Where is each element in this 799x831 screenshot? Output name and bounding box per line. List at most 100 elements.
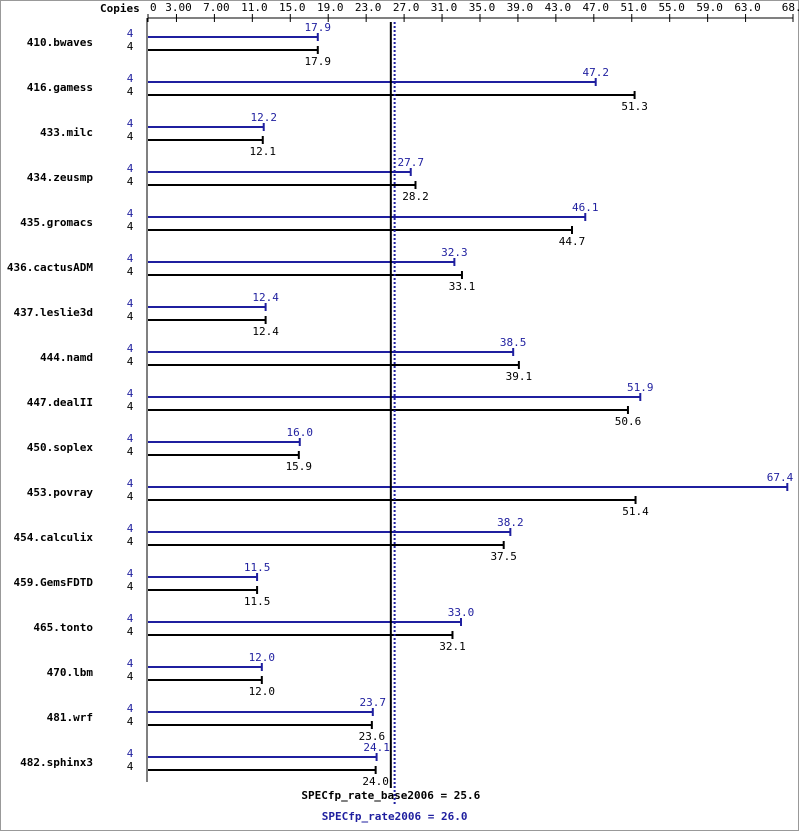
x-tick-label: 47.0	[583, 1, 610, 14]
value-label: 12.2	[250, 111, 277, 124]
copies-label: 4	[127, 40, 134, 53]
value-label: 24.1	[363, 741, 390, 754]
category-label: 410.bwaves	[27, 36, 93, 49]
x-tick-label: 0	[150, 1, 157, 14]
copies-label: 4	[127, 207, 134, 220]
copies-label: 4	[127, 355, 134, 368]
x-tick-label: 7.00	[203, 1, 230, 14]
x-tick-label: 31.0	[431, 1, 458, 14]
x-tick-label: 68.0	[782, 1, 799, 14]
value-label: 11.5	[244, 595, 271, 608]
value-label: 28.2	[402, 190, 429, 203]
x-tick-label: 27.0	[393, 1, 420, 14]
value-label: 37.5	[490, 550, 517, 563]
x-tick-label: 43.0	[545, 1, 572, 14]
value-label: 17.9	[305, 21, 332, 34]
x-tick-label: 11.0	[241, 1, 268, 14]
value-label: 12.4	[252, 325, 279, 338]
value-label: 33.0	[448, 606, 475, 619]
copies-label: 4	[127, 432, 134, 445]
category-label: 481.wrf	[47, 711, 93, 724]
value-label: 24.0	[362, 775, 389, 788]
category-label: 436.cactusADM	[7, 261, 93, 274]
value-label: 33.1	[449, 280, 476, 293]
category-label: 450.soplex	[27, 441, 94, 454]
category-label: 437.leslie3d	[14, 306, 93, 319]
category-label: 459.GemsFDTD	[14, 576, 94, 589]
copies-label: 4	[127, 702, 134, 715]
value-label: 38.2	[497, 516, 524, 529]
value-label: 51.3	[621, 100, 648, 113]
x-tick-label: 3.00	[165, 1, 192, 14]
copies-header: Copies	[100, 2, 140, 15]
copies-label: 4	[127, 625, 134, 638]
x-tick-label: 59.0	[696, 1, 723, 14]
copies-label: 4	[127, 252, 134, 265]
category-label: 433.milc	[40, 126, 93, 139]
value-label: 12.1	[250, 145, 277, 158]
x-tick-label: 19.0	[317, 1, 344, 14]
x-tick-label: 63.0	[734, 1, 761, 14]
copies-label: 4	[127, 670, 134, 683]
copies-label: 4	[127, 567, 134, 580]
reference-label: SPECfp_rate_base2006 = 25.6	[301, 789, 480, 802]
value-label: 11.5	[244, 561, 271, 574]
value-label: 23.7	[360, 696, 387, 709]
category-label: 447.dealII	[27, 396, 93, 409]
copies-label: 4	[127, 477, 134, 490]
copies-label: 4	[127, 27, 134, 40]
reference-label: SPECfp_rate2006 = 26.0	[322, 810, 468, 823]
x-tick-label: 15.0	[279, 1, 306, 14]
copies-label: 4	[127, 445, 134, 458]
value-label: 15.9	[286, 460, 313, 473]
copies-label: 4	[127, 612, 134, 625]
value-label: 51.4	[622, 505, 649, 518]
copies-label: 4	[127, 747, 134, 760]
x-tick-label: 35.0	[469, 1, 496, 14]
value-label: 50.6	[615, 415, 642, 428]
category-label: 470.lbm	[47, 666, 94, 679]
copies-label: 4	[127, 162, 134, 175]
category-label: 416.gamess	[27, 81, 93, 94]
value-label: 47.2	[582, 66, 609, 79]
value-label: 12.4	[252, 291, 279, 304]
category-label: 434.zeusmp	[27, 171, 94, 184]
copies-label: 4	[127, 490, 134, 503]
copies-label: 4	[127, 72, 134, 85]
copies-label: 4	[127, 387, 134, 400]
value-label: 32.3	[441, 246, 468, 259]
category-label: 453.povray	[27, 486, 94, 499]
copies-label: 4	[127, 85, 134, 98]
category-label: 454.calculix	[14, 531, 94, 544]
value-label: 39.1	[506, 370, 533, 383]
copies-label: 4	[127, 580, 134, 593]
value-label: 32.1	[439, 640, 466, 653]
x-tick-label: 55.0	[658, 1, 685, 14]
value-label: 46.1	[572, 201, 599, 214]
value-label: 44.7	[559, 235, 586, 248]
copies-label: 4	[127, 535, 134, 548]
value-label: 17.9	[305, 55, 332, 68]
copies-label: 4	[127, 297, 134, 310]
value-label: 12.0	[249, 685, 276, 698]
category-label: 444.namd	[40, 351, 93, 364]
value-label: 12.0	[249, 651, 276, 664]
x-tick-label: 39.0	[507, 1, 534, 14]
value-label: 38.5	[500, 336, 527, 349]
copies-label: 4	[127, 657, 134, 670]
copies-label: 4	[127, 130, 134, 143]
copies-label: 4	[127, 220, 134, 233]
copies-label: 4	[127, 342, 134, 355]
value-label: 16.0	[287, 426, 314, 439]
copies-label: 4	[127, 760, 134, 773]
copies-label: 4	[127, 310, 134, 323]
copies-label: 4	[127, 117, 134, 130]
category-label: 435.gromacs	[20, 216, 93, 229]
copies-label: 4	[127, 175, 134, 188]
category-label: 482.sphinx3	[20, 756, 93, 769]
copies-label: 4	[127, 715, 134, 728]
x-tick-label: 23.0	[355, 1, 382, 14]
